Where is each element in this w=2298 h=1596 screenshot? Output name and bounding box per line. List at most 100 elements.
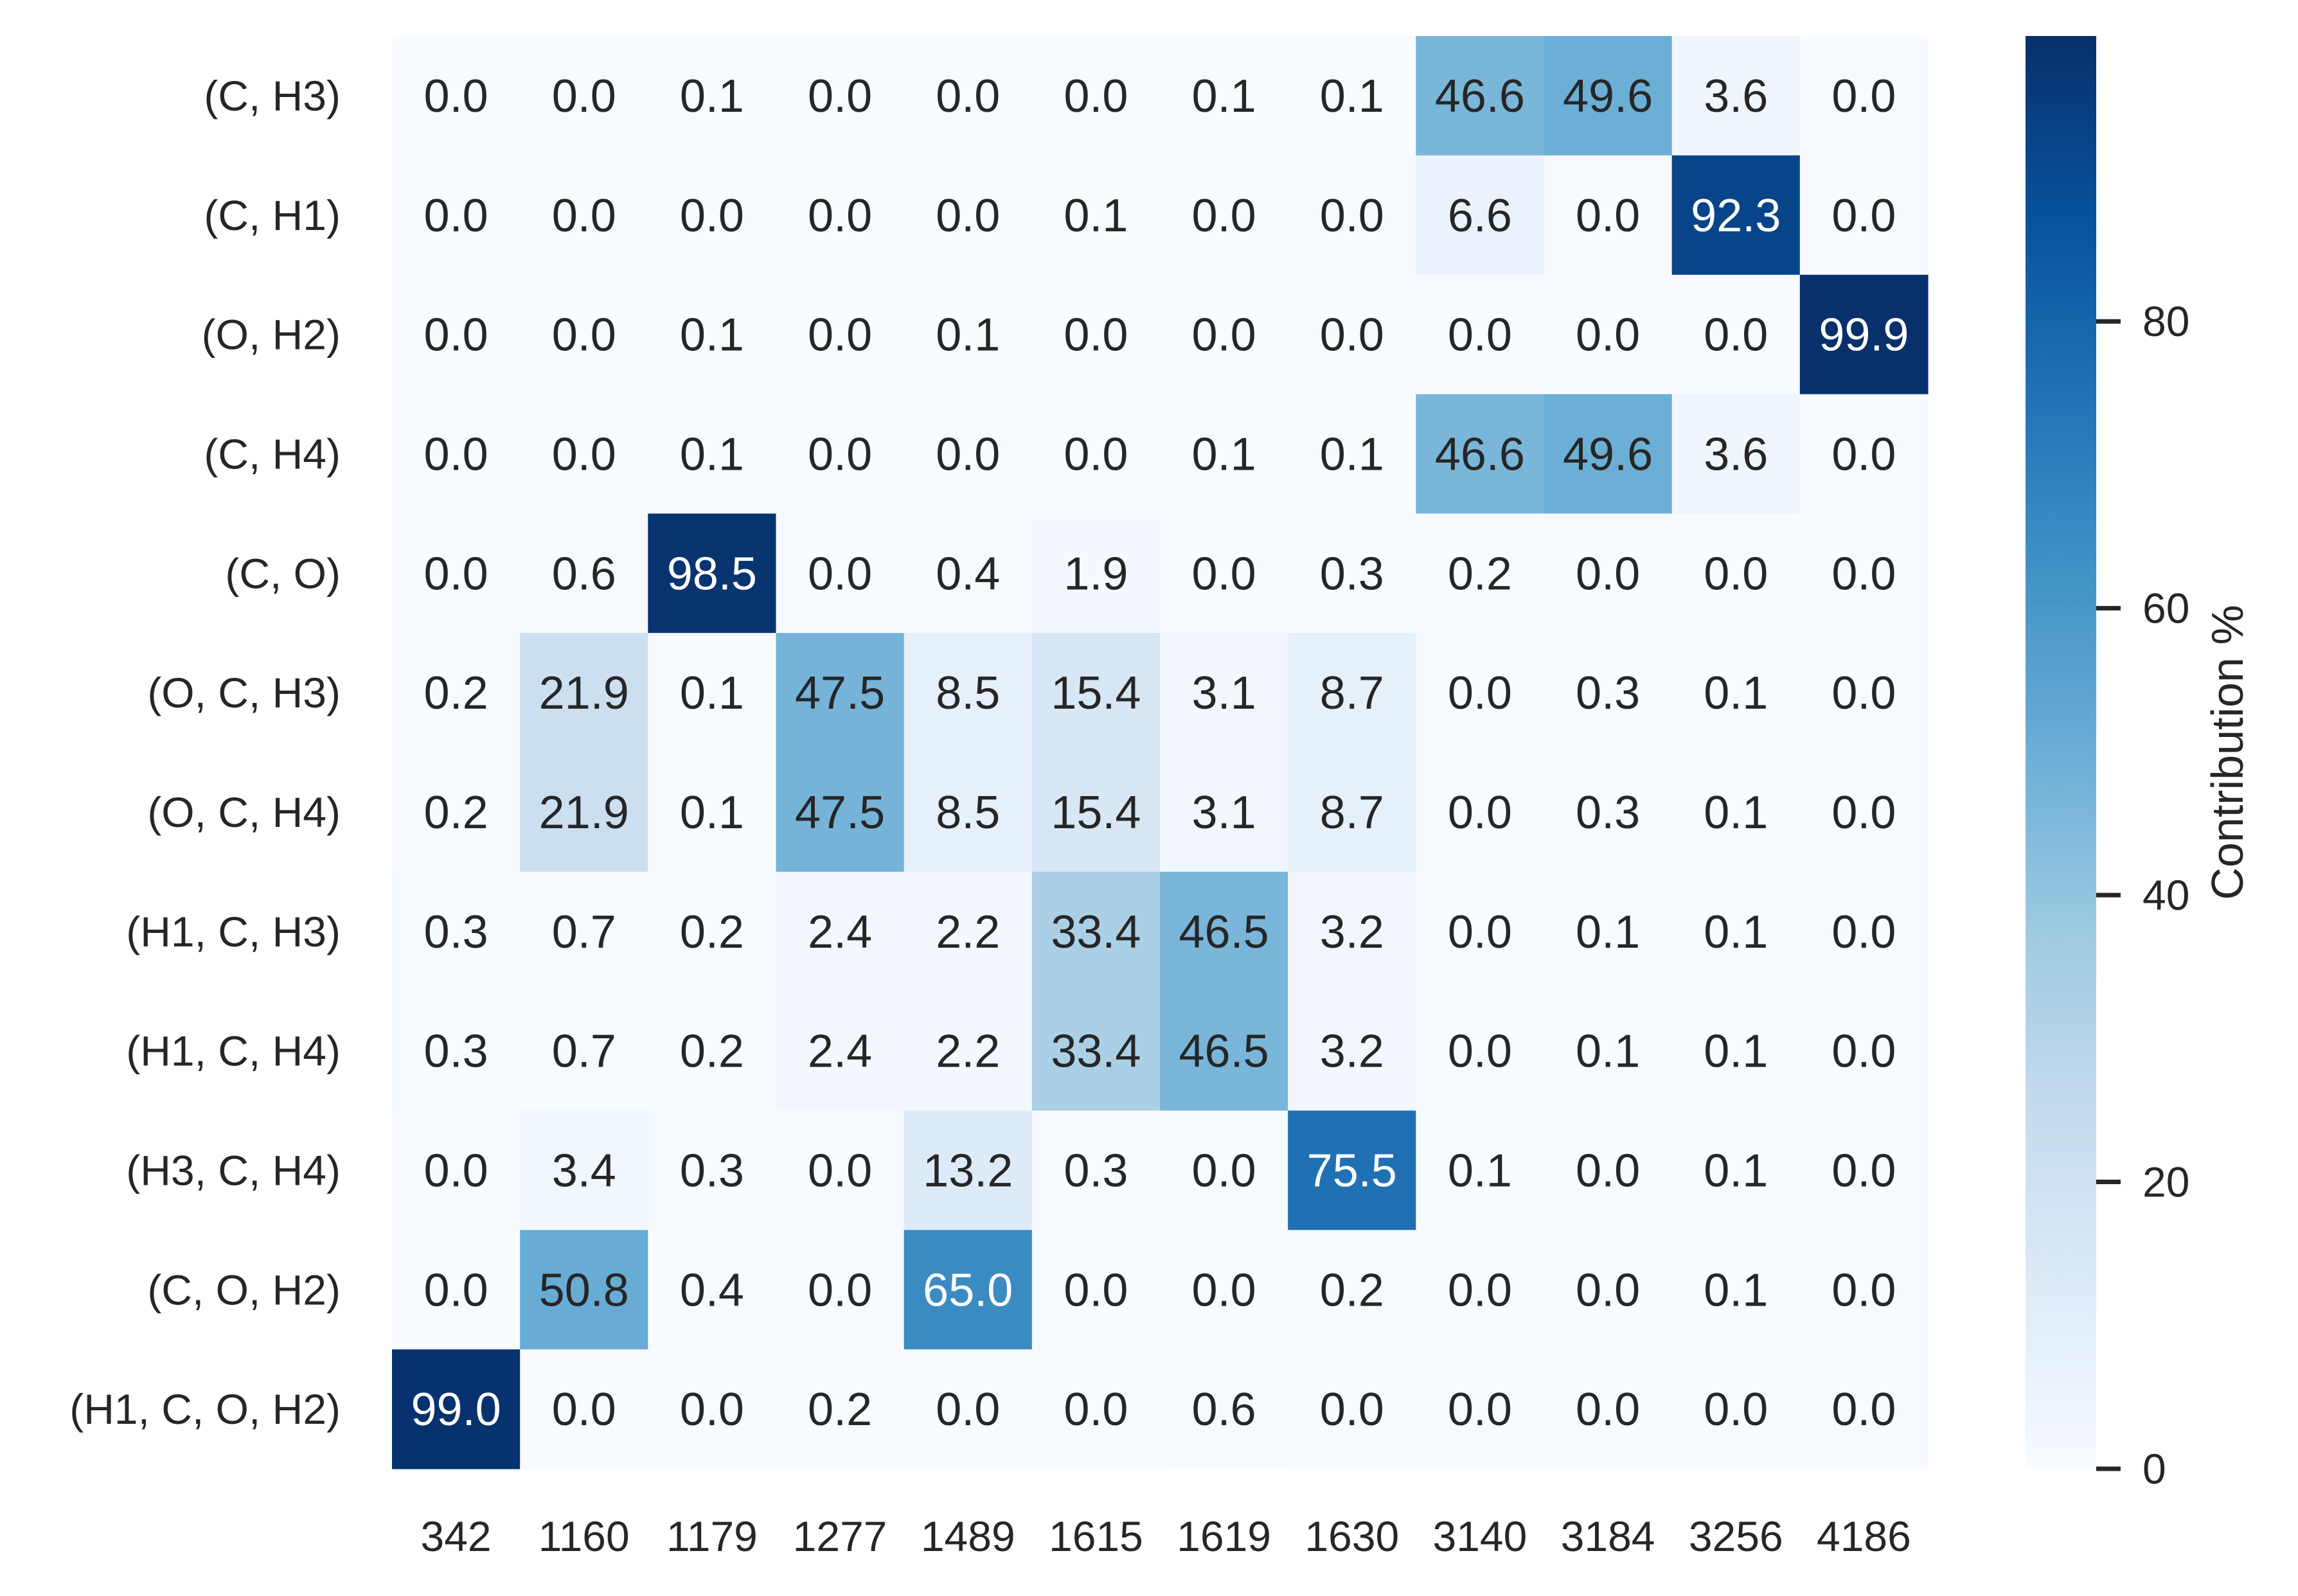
cell-value-label: 65.0 [923, 1264, 1013, 1316]
heatmap-cell [1544, 155, 1673, 276]
heatmap-cell [648, 1230, 777, 1350]
cell-value-label: 0.0 [1576, 1145, 1640, 1196]
heatmap-cell [776, 871, 905, 992]
cell-value-label: 0.0 [1192, 310, 1256, 361]
cell-value-label: 0.3 [680, 1145, 744, 1196]
heatmap-cell [1799, 274, 1928, 395]
heatmap-cell [1416, 1349, 1545, 1469]
heatmap-cell [1671, 991, 1801, 1112]
heatmap-cell [1544, 633, 1673, 753]
cell-value-label: 0.0 [936, 1384, 1000, 1435]
heatmap-cell [1671, 1110, 1801, 1230]
cell-value-label: 0.0 [936, 190, 1000, 242]
row-label: (C, O) [225, 549, 341, 597]
cell-value-label: 0.0 [1831, 71, 1896, 122]
heatmap-cell [1288, 1230, 1416, 1350]
colorbar-tick-label: 80 [2142, 297, 2189, 345]
cell-value-label: 15.4 [1051, 668, 1141, 719]
heatmap-cell [392, 394, 521, 514]
cell-value-label: 0.0 [1192, 1264, 1256, 1316]
cell-value-label: 46.6 [1435, 71, 1525, 122]
cell-value-label: 3.4 [552, 1145, 616, 1196]
heatmap-cells: 0.0 0.0 0.1 0.0 0.0 0.0 0.1 0.1 46.6 49.6 3.6 0.0 0.… [392, 36, 1928, 1469]
heatmap-cell [648, 1349, 777, 1469]
cell-value-label: 0.0 [1448, 1264, 1512, 1316]
row-label: (O, H2) [202, 311, 341, 359]
cell-value-label: 0.3 [1576, 668, 1640, 719]
row-label: (C, H3) [204, 72, 341, 120]
cell-value-label: 0.1 [680, 429, 744, 480]
heatmap-cell [904, 871, 1033, 992]
cell-value-label: 0.6 [552, 548, 616, 599]
heatmap-cell [1288, 155, 1416, 276]
cell-value-label: 0.0 [680, 1384, 744, 1435]
cell-value-label: 13.2 [923, 1145, 1013, 1196]
heatmap-cell [1671, 752, 1801, 873]
cell-value-label: 0.7 [552, 907, 616, 958]
heatmap-cell [520, 991, 648, 1112]
heatmap-cell [1799, 871, 1928, 992]
cell-value-label: 3.6 [1704, 71, 1768, 122]
cell-value-label: 0.1 [1704, 1264, 1768, 1316]
column-label: 1179 [666, 1512, 758, 1560]
column-label: 1619 [1177, 1512, 1271, 1560]
cell-value-label: 0.0 [1448, 310, 1512, 361]
heatmap-cell [1288, 394, 1416, 514]
heatmap-cell [1416, 991, 1545, 1112]
heatmap-cell [520, 1230, 648, 1350]
cell-value-label: 0.0 [1831, 1264, 1896, 1316]
heatmap-cell [776, 155, 905, 276]
heatmap-cell [1288, 633, 1416, 753]
cell-value-label: 0.1 [1448, 1145, 1512, 1196]
cell-value-label: 0.2 [424, 668, 488, 719]
cell-value-label: 6.6 [1448, 190, 1512, 242]
cell-value-label: 99.0 [411, 1384, 501, 1435]
heatmap-cell [904, 513, 1033, 634]
cell-value-label: 15.4 [1051, 787, 1141, 838]
cell-value-label: 0.0 [1064, 71, 1128, 122]
cell-value-label: 2.4 [808, 1026, 872, 1077]
heatmap-cell [1160, 513, 1288, 634]
heatmap-cell [648, 871, 777, 992]
heatmap-cell [1416, 871, 1545, 992]
heatmap-cell [1288, 36, 1416, 156]
heatmap-cell [520, 155, 648, 276]
cell-value-label: 0.2 [424, 787, 488, 838]
cell-value-label: 0.0 [1064, 1264, 1128, 1316]
cell-value-label: 0.0 [1448, 1384, 1512, 1435]
cell-value-label: 0.4 [936, 548, 1000, 599]
cell-value-label: 0.1 [680, 310, 744, 361]
heatmap-cell [1160, 633, 1288, 753]
cell-value-label: 0.3 [424, 1026, 488, 1077]
cell-value-label: 0.0 [1320, 190, 1384, 242]
column-label: 4186 [1817, 1512, 1911, 1560]
heatmap-cell [1799, 155, 1928, 276]
heatmap-cell [1544, 36, 1673, 156]
cell-value-label: 47.5 [795, 787, 885, 838]
cell-value-label: 0.0 [552, 429, 616, 480]
heatmap-cell [648, 36, 777, 156]
heatmap-cell [520, 394, 648, 514]
cell-value-label: 0.0 [808, 190, 872, 242]
heatmap-cell [1671, 155, 1801, 276]
colorbar-label: Contribution % [2202, 605, 2252, 900]
heatmap-cell [1031, 752, 1161, 873]
cell-value-label: 98.5 [667, 548, 757, 599]
heatmap-cell [392, 752, 521, 873]
cell-value-label: 0.3 [1576, 787, 1640, 838]
heatmap-cell [904, 36, 1033, 156]
column-label: 3140 [1433, 1512, 1528, 1560]
row-label: (H1, C, O, H2) [69, 1385, 341, 1433]
heatmap-cell [1799, 513, 1928, 634]
cell-value-label: 0.0 [424, 71, 488, 122]
heatmap-cell [1799, 1230, 1928, 1350]
heatmap-cell [776, 36, 905, 156]
cell-value-label: 0.0 [1831, 1384, 1896, 1435]
cell-value-label: 3.6 [1704, 429, 1768, 480]
heatmap-cell [392, 1110, 521, 1230]
cell-value-label: 75.5 [1307, 1145, 1397, 1196]
cell-value-label: 0.1 [1576, 1026, 1640, 1077]
cell-value-label: 0.0 [1831, 787, 1896, 838]
cell-value-label: 0.0 [936, 71, 1000, 122]
heatmap-cell [392, 871, 521, 992]
